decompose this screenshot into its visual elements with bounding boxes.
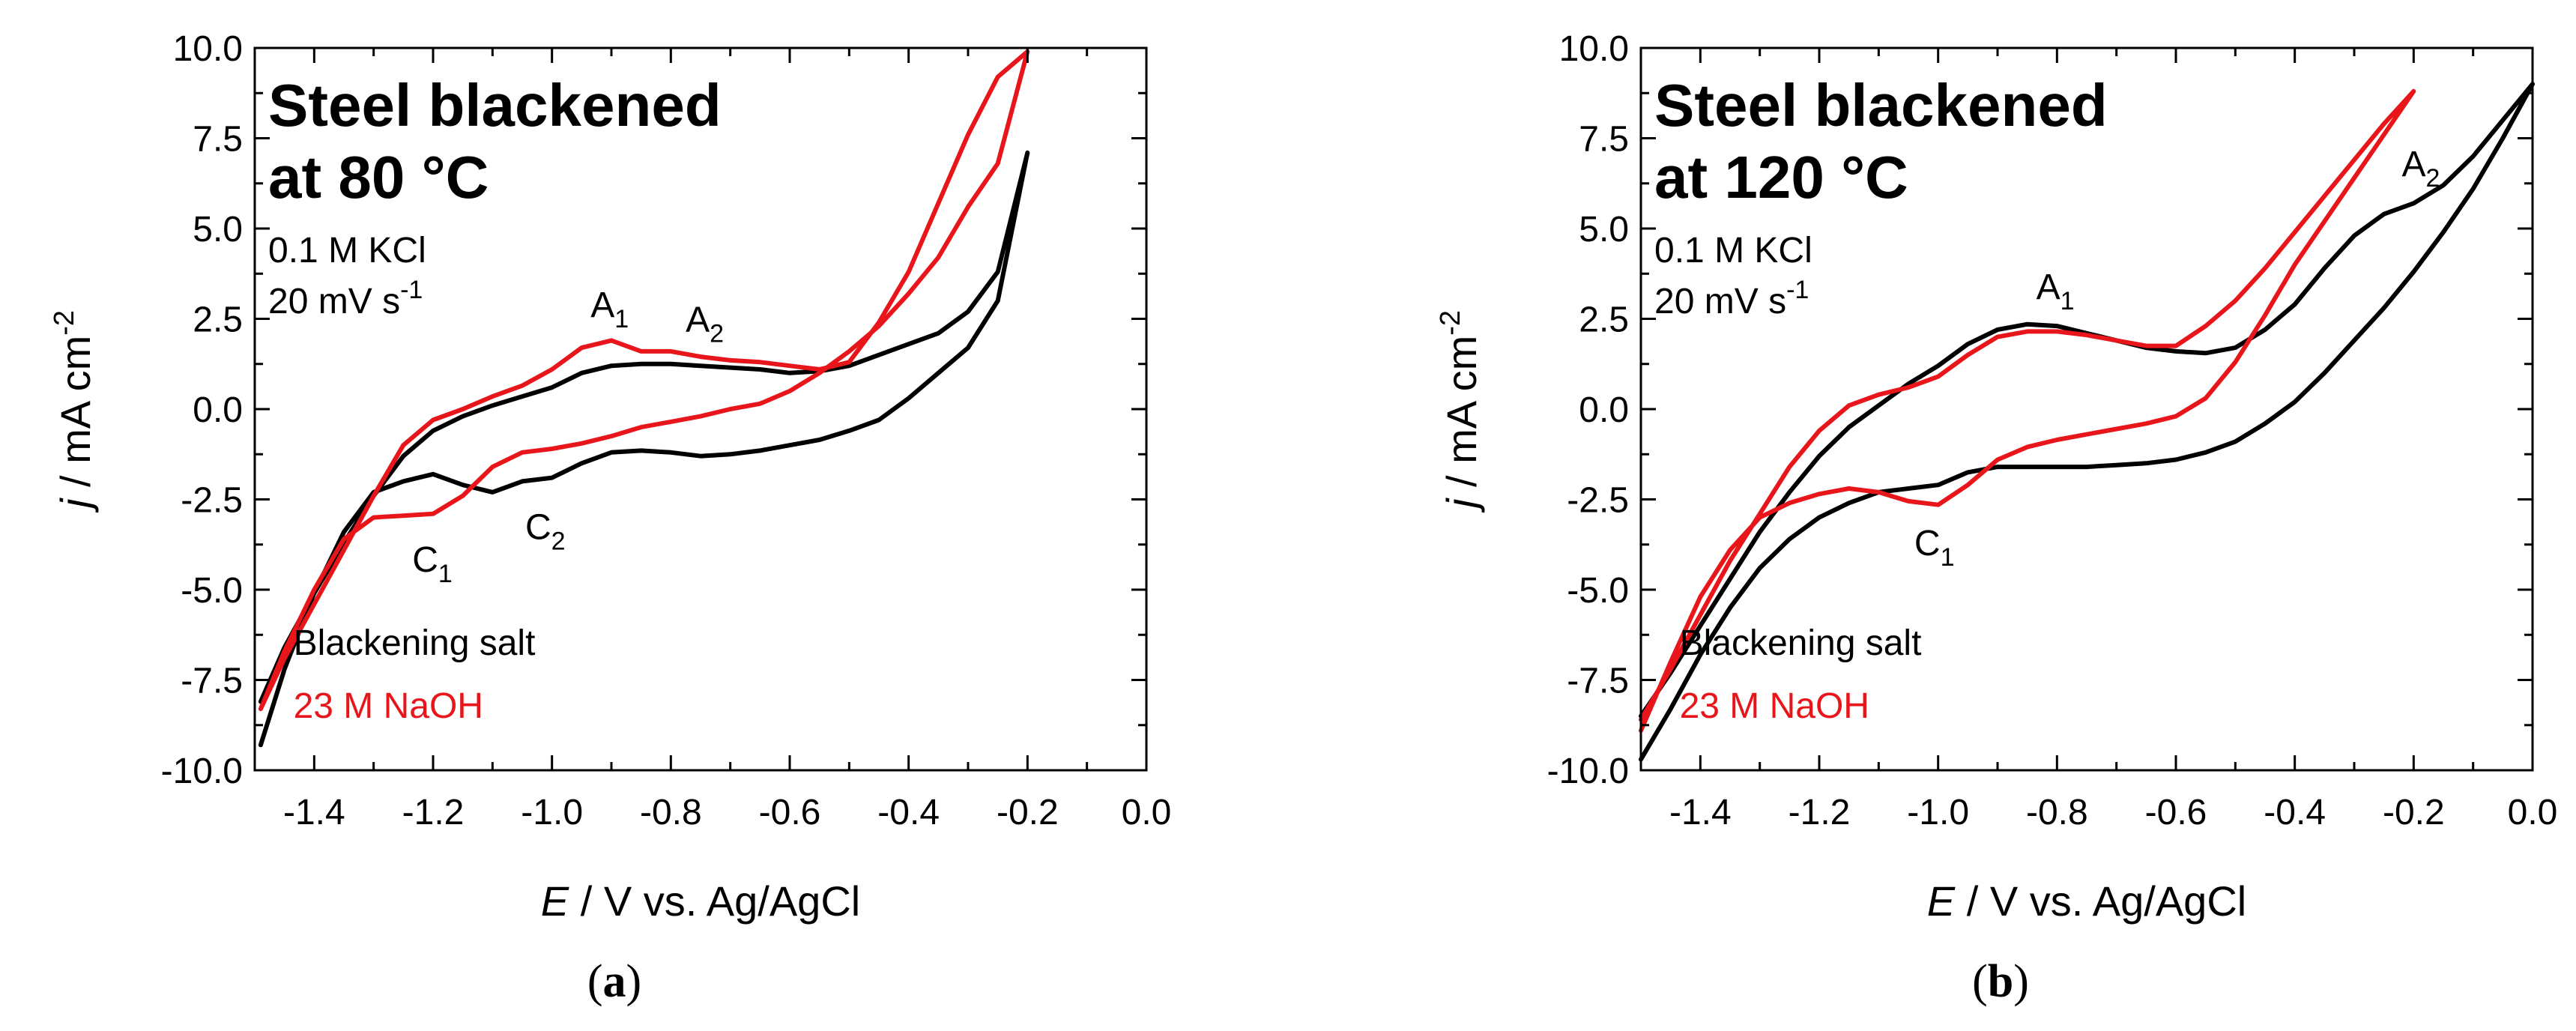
- x-tick-label: -0.8: [640, 793, 702, 832]
- y-tick-label: 7.5: [193, 120, 243, 160]
- series-line-naoh: [1639, 88, 2416, 733]
- y-axis-title-superscript: -2: [1435, 310, 1466, 336]
- series-line-blackening-salt: [258, 150, 1030, 748]
- chart-title-line-1: Steel blackened: [1654, 72, 2108, 139]
- y-tick-label: -7.5: [1567, 662, 1629, 701]
- y-tick-label: -10.0: [1547, 752, 1629, 791]
- condition-electrolyte: 0.1 M KCl: [268, 231, 426, 270]
- peak-label-subscript: 2: [2425, 164, 2440, 193]
- legend-entry-blackening-salt: Blackening salt: [294, 623, 536, 663]
- condition-scan-rate-superscript: -1: [1786, 276, 1809, 304]
- y-axis-title-superscript: -2: [49, 310, 80, 336]
- x-tick-label: -0.8: [2026, 793, 2088, 832]
- peak-label-c2: C2: [525, 508, 566, 556]
- x-tick-label: 0.0: [1122, 793, 1172, 832]
- panel-label-open: (: [587, 956, 603, 1007]
- x-tick-label: -0.4: [2264, 793, 2326, 832]
- panel-label-close: ): [2013, 956, 2029, 1007]
- condition-electrolyte: 0.1 M KCl: [1654, 231, 1812, 270]
- legend-entry-naoh: 23 M NaOH: [294, 686, 483, 726]
- y-axis-title: j / mA cm-2: [49, 310, 99, 513]
- peak-label-subscript: 2: [551, 527, 566, 556]
- y-tick-label: -7.5: [181, 662, 243, 701]
- y-tick-label: 5.0: [193, 210, 243, 250]
- panel-label-open: (: [1972, 956, 1988, 1007]
- peak-label-letter: A: [590, 285, 614, 325]
- legend-entry-blackening-salt: Blackening salt: [1680, 623, 1922, 663]
- y-tick-label: 0.0: [193, 390, 243, 430]
- y-tick-label: 7.5: [1579, 120, 1629, 160]
- peak-label-subscript: 1: [1941, 543, 1955, 572]
- y-tick-label: -10.0: [161, 752, 243, 791]
- y-tick-label: -5.0: [1567, 571, 1629, 611]
- y-tick-label: 2.5: [1579, 300, 1629, 340]
- peak-label-a2: A2: [686, 300, 724, 348]
- y-axis-title-text: / mA cm: [52, 336, 99, 499]
- peak-label-a1: A1: [2037, 267, 2075, 315]
- panel-label: (b): [1972, 956, 2029, 1007]
- panel-label-letter: a: [603, 956, 626, 1007]
- peak-label-c1: C1: [412, 540, 453, 588]
- y-tick-label: -5.0: [181, 571, 243, 611]
- x-tick-label: -0.2: [2383, 793, 2445, 832]
- peak-label-letter: A: [2401, 145, 2425, 184]
- panel-label: (a): [587, 956, 641, 1007]
- y-tick-label: 0.0: [1579, 390, 1629, 430]
- x-tick-label: -1.0: [1907, 793, 1969, 832]
- x-tick-label: -0.6: [2145, 793, 2207, 832]
- y-axis-title: j / mA cm-2: [1435, 310, 1485, 513]
- x-tick-label: -0.4: [877, 793, 940, 832]
- x-axis-title: E / V vs. Ag/AgCl: [541, 877, 860, 925]
- chart-title-line-2: at 120 °C: [1654, 144, 1908, 211]
- condition-scan-rate-text: 20 mV s: [1654, 282, 1786, 321]
- x-axis-title: E / V vs. Ag/AgCl: [1927, 877, 2246, 925]
- peak-label-subscript: 2: [710, 319, 724, 348]
- peak-label-letter: C: [525, 508, 551, 548]
- y-tick-label: -2.5: [1567, 481, 1629, 521]
- x-tick-label: -1.0: [521, 793, 583, 832]
- chart-title-line-2: at 80 °C: [268, 144, 489, 211]
- y-tick-label: -2.5: [181, 481, 243, 521]
- condition-scan-rate-superscript: -1: [400, 276, 423, 304]
- x-axis-title-symbol: E: [1927, 877, 1956, 925]
- peak-label-c1: C1: [1914, 524, 1955, 572]
- condition-scan-rate: 20 mV s-1: [1654, 276, 1809, 321]
- peak-label-subscript: 1: [614, 305, 629, 333]
- peak-label-subscript: 1: [438, 560, 453, 588]
- condition-scan-rate: 20 mV s-1: [268, 276, 423, 321]
- x-tick-label: 0.0: [2508, 793, 2558, 832]
- peak-label-a1: A1: [590, 285, 629, 333]
- panel-label-close: ): [626, 956, 642, 1007]
- x-axis-title-text: / V vs. Ag/AgCl: [569, 877, 860, 925]
- peak-label-letter: C: [412, 540, 438, 580]
- x-tick-label: -1.4: [1669, 793, 1732, 832]
- peak-label-letter: C: [1914, 524, 1941, 563]
- x-axis-title-symbol: E: [541, 877, 569, 925]
- panel-label-letter: b: [1988, 956, 2013, 1007]
- x-tick-label: -1.2: [1789, 793, 1851, 832]
- y-axis-title-text: / mA cm: [1438, 336, 1485, 499]
- panel-a: -1.4 -1.2 -1.0 -0.8 -0.6 -0.4 -0.2 0.0-10.0-7.5…: [49, 29, 1171, 1007]
- peak-label-letter: A: [2037, 267, 2061, 307]
- y-tick-label: 10.0: [1559, 29, 1629, 69]
- x-tick-label: -1.2: [402, 793, 465, 832]
- x-tick-label: -1.4: [283, 793, 345, 832]
- y-tick-label: 10.0: [173, 29, 243, 69]
- peak-label-letter: A: [686, 300, 710, 339]
- x-axis-title-text: / V vs. Ag/AgCl: [1955, 877, 2246, 925]
- chart-title-line-1: Steel blackened: [268, 72, 722, 139]
- legend-entry-naoh: 23 M NaOH: [1680, 686, 1869, 726]
- x-tick-label: -0.2: [997, 793, 1059, 832]
- condition-scan-rate-text: 20 mV s: [268, 282, 400, 321]
- x-tick-label: -0.6: [759, 793, 821, 832]
- peak-label-subscript: 1: [2061, 287, 2075, 315]
- peak-label-a2: A2: [2401, 145, 2440, 193]
- y-tick-label: 5.0: [1579, 210, 1629, 250]
- y-tick-label: 2.5: [193, 300, 243, 340]
